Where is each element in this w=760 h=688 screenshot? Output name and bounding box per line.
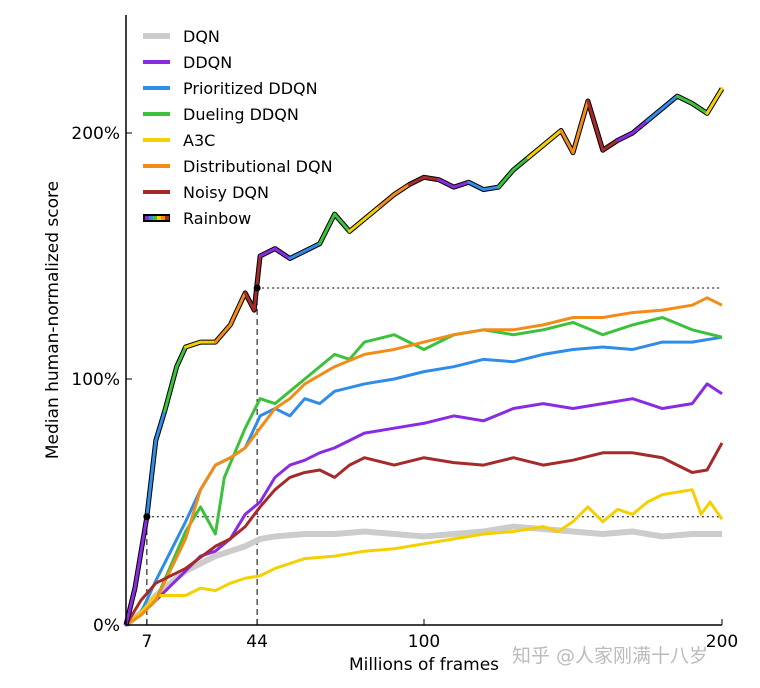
rainbow-segment — [392, 183, 411, 196]
rainbow-segment — [497, 168, 515, 189]
rainbow-segment — [452, 180, 471, 189]
rainbow-segment — [616, 131, 635, 142]
y-tick-label: 100% — [71, 370, 120, 390]
rainbow-segment — [511, 156, 530, 172]
legend: DQN DDQN Prioritized DDQN Dueling DDQN A3C Di… — [143, 27, 333, 228]
rainbow-segment — [660, 94, 679, 110]
marker-point — [143, 513, 151, 521]
rainbow-segment — [541, 129, 563, 147]
rainbow-segment — [243, 291, 256, 312]
legend-label: A3C — [183, 131, 215, 150]
rainbow-segment — [559, 129, 575, 155]
rainbow-segment — [175, 345, 188, 369]
rainbow-segment — [213, 323, 232, 344]
legend-label: DDQN — [183, 53, 232, 72]
rainbow-segment — [437, 178, 456, 189]
rainbow-segment — [526, 143, 545, 160]
watermark: 知乎 @人家刚满十八岁 — [512, 645, 708, 667]
series-line-prioritized-ddqn — [125, 335, 723, 627]
rainbow-segment — [348, 217, 366, 233]
x-tick-label: 44 — [246, 632, 268, 652]
rainbow-segment — [690, 101, 709, 115]
rainbow-segment — [422, 175, 441, 182]
series-line-a3c — [125, 488, 724, 627]
y-tick-label: 0% — [93, 616, 120, 636]
marker-point — [253, 284, 261, 292]
rainbow-segment — [646, 106, 664, 123]
legend-swatch-segment — [149, 216, 153, 220]
legend-swatch-segment — [145, 216, 149, 220]
legend-label: DQN — [183, 27, 220, 46]
x-tick-label: 100 — [408, 632, 440, 652]
rainbow-segment — [145, 439, 158, 519]
legend-label: Rainbow — [183, 209, 251, 228]
legend-swatch-segment — [161, 216, 165, 220]
legend-swatch-segment — [153, 216, 157, 220]
rainbow-segment — [133, 515, 149, 590]
x-axis-label: Millions of frames — [349, 655, 499, 675]
y-tick-label: 200% — [71, 124, 120, 144]
rainbow-segment — [571, 99, 590, 155]
rainbow-segment — [252, 254, 262, 312]
series-line-distributional-dqn — [125, 296, 723, 627]
series-line-dqn — [124, 523, 722, 628]
rainbow-segment — [228, 291, 247, 327]
legend-label: Dueling DDQN — [183, 105, 299, 124]
rainbow-segment — [273, 247, 292, 260]
legend-label: Distributional DQN — [183, 157, 333, 176]
series-lines — [123, 87, 725, 628]
x-tick-label: 7 — [141, 632, 152, 652]
y-axis-label: Median human-normalized score — [43, 181, 63, 459]
rainbow-segment — [333, 212, 351, 233]
rainbow-segment — [184, 340, 202, 349]
rainbow-segment — [377, 193, 396, 209]
rainbow-segment — [631, 119, 649, 135]
ticks: 7 44 100 200 0% 100% 200% — [71, 124, 738, 652]
rainbow-segment — [303, 242, 322, 253]
rainbow-segment — [482, 185, 500, 192]
rainbow-segment — [163, 365, 179, 413]
legend-swatch-segment — [157, 216, 161, 220]
rainbow-segment — [258, 247, 277, 258]
rainbow-segment — [124, 586, 137, 627]
rainbow-segment — [467, 180, 486, 192]
series-line-ddqn — [125, 382, 723, 627]
legend-label: Noisy DQN — [183, 183, 269, 202]
series-line-rainbow — [123, 87, 725, 627]
rainbow-segment — [601, 138, 620, 152]
rainbow-segment — [154, 409, 167, 442]
legend-swatch-segment — [165, 216, 169, 220]
legend-label: Prioritized DDQN — [183, 79, 318, 98]
rainbow-segment — [407, 175, 426, 187]
series-line-noisy-dqn — [124, 442, 724, 626]
rainbow-segment — [675, 94, 694, 105]
rainbow-segment — [705, 87, 724, 115]
series-line-dueling-ddqn — [125, 316, 723, 627]
x-tick-label: 200 — [706, 632, 738, 652]
rainbow-segment — [586, 99, 605, 152]
rainbow-segment — [288, 249, 307, 260]
rainbow-segment — [318, 212, 337, 246]
rainbow-segment — [362, 205, 381, 221]
